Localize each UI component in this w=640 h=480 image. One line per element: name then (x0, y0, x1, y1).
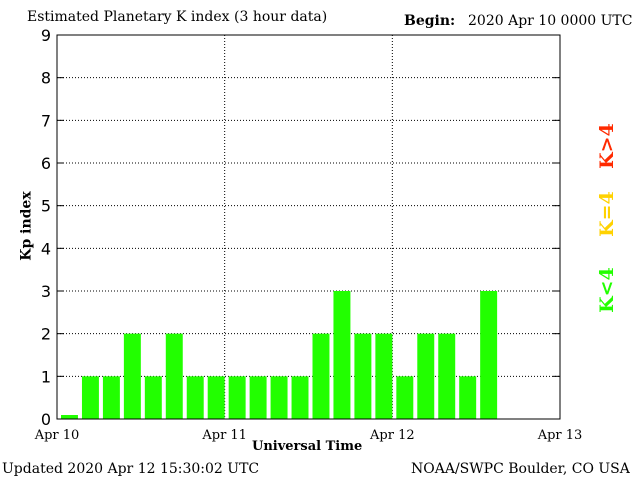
begin-value: 2020 Apr 10 0000 UTC (468, 13, 633, 29)
kp-bar (249, 376, 267, 419)
source-credit: NOAA/SWPC Boulder, CO USA (411, 461, 630, 477)
kp-bar (396, 376, 414, 419)
kp-bar (228, 376, 246, 419)
kp-bar (61, 415, 78, 419)
kp-bar (81, 376, 99, 419)
x-tick-label: Apr 11 (201, 428, 247, 443)
legend-k-greater-4: K>4 (595, 123, 618, 169)
legend-k-equal-4: K=4 (595, 191, 618, 237)
kp-bar (144, 376, 162, 419)
x-tick-label: Apr 10 (34, 428, 80, 443)
y-tick-label: 1 (41, 367, 51, 386)
x-tick-label: Apr 13 (537, 428, 583, 443)
kp-bar (165, 333, 183, 419)
kp-bar (186, 376, 204, 419)
kp-bar (102, 376, 120, 419)
kp-bar (354, 333, 372, 419)
kp-bar (270, 376, 288, 419)
y-tick-label: 9 (41, 26, 51, 45)
kp-bar (480, 291, 498, 419)
y-tick-label: 0 (41, 410, 51, 429)
y-tick-label: 4 (41, 239, 51, 258)
y-axis-label: Kp index (18, 191, 35, 261)
x-tick-label: Apr 12 (369, 428, 415, 443)
x-axis-label: Universal Time (252, 439, 363, 454)
plot-frame (56, 34, 561, 420)
y-tick-label: 3 (41, 282, 51, 301)
kp-bar (291, 376, 309, 419)
kp-bar (123, 333, 141, 419)
kp-bar (417, 333, 435, 419)
begin-label: Begin: (404, 13, 456, 29)
kp-bar (333, 291, 351, 419)
updated-value: 2020 Apr 12 15:30:02 UTC (67, 461, 260, 477)
y-tick-label: 7 (41, 111, 51, 130)
chart-title: Estimated Planetary K index (3 hour data… (27, 9, 328, 25)
kp-bar (207, 376, 225, 419)
updated-label: Updated 2020 Apr 12 15:30:02 UTC (2, 461, 259, 477)
kp-bar (312, 333, 330, 419)
kp-bar (459, 376, 477, 419)
legend-k-less-4: K<4 (595, 267, 618, 313)
y-tick-label: 6 (41, 154, 51, 173)
kp-bar (375, 333, 393, 419)
y-tick-label: 2 (41, 325, 51, 344)
y-tick-label: 5 (41, 197, 51, 216)
updated-label-text: Updated (2, 461, 63, 477)
y-tick-label: 8 (41, 69, 51, 88)
kp-bar (438, 333, 456, 419)
